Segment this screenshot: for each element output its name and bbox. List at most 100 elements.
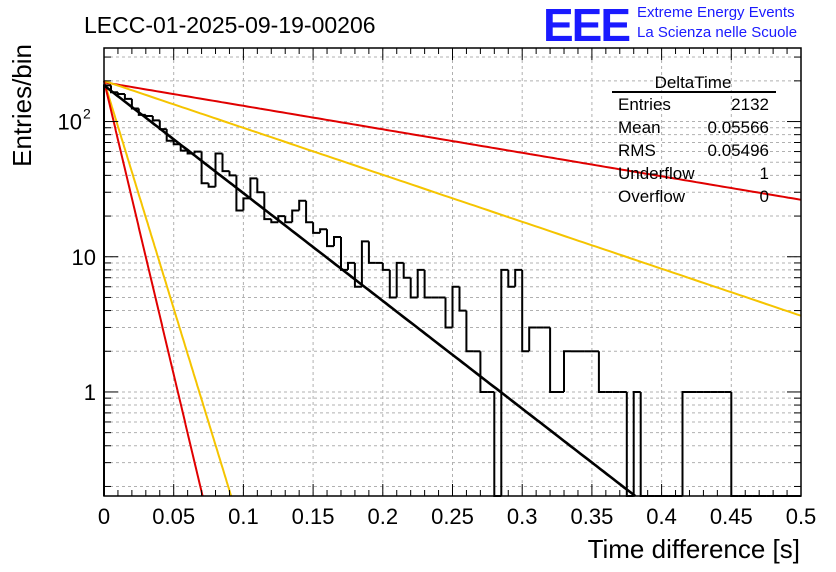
histogram-bin <box>179 144 188 152</box>
histogram-bin <box>130 98 139 110</box>
histogram-bin <box>144 114 153 117</box>
stats-box-title: DeltaTime <box>655 73 732 92</box>
x-tick-label: 0.4 <box>646 504 677 529</box>
histogram-bin <box>277 215 286 223</box>
histogram-bin <box>479 351 488 393</box>
histogram-bin <box>451 285 460 328</box>
histogram-bin <box>214 152 223 187</box>
eee-logo: EEE <box>543 0 631 51</box>
x-tick-label: 0.45 <box>710 504 753 529</box>
histogram-bin <box>110 85 118 94</box>
histogram-bin <box>200 151 209 185</box>
histogram-bin <box>207 183 216 188</box>
x-tick-label: 0.05 <box>152 504 195 529</box>
x-tick-label: 0 <box>98 504 110 529</box>
histogram-bin <box>319 228 327 233</box>
histogram-bin <box>563 350 571 392</box>
histogram-bin <box>221 153 230 173</box>
histogram-bin <box>172 140 181 146</box>
stats-label: RMS <box>618 141 656 160</box>
stats-label: Entries <box>618 95 671 114</box>
axes: 0 0.05 0.1 0.15 0.2 0.25 0.3 0.35 0.4 0.45 0.51101… <box>58 47 817 529</box>
histogram-bin <box>514 268 523 287</box>
histogram-bin <box>381 262 390 271</box>
histogram-bin <box>367 241 376 264</box>
histogram-bin <box>284 216 293 224</box>
histogram-bin <box>326 229 334 248</box>
reference-curves <box>103 79 802 497</box>
x-tick-label: 0.5 <box>786 504 817 529</box>
red-reference-curve <box>103 80 204 497</box>
histogram-bin <box>521 269 530 353</box>
logo-line-2: La Scienza nelle Scuole <box>637 24 798 41</box>
x-tick-label: 0.2 <box>368 504 399 529</box>
logo-line-1: Extreme Energy Events <box>637 4 795 21</box>
y-tick-label: 10 <box>58 110 82 135</box>
histogram-bin <box>493 392 502 497</box>
histogram-bin <box>165 129 174 142</box>
stats-label: Mean <box>618 118 661 137</box>
histogram-bin <box>444 297 453 329</box>
histogram-bin <box>116 92 125 95</box>
histogram-bin <box>270 219 279 224</box>
histogram-bin <box>507 269 516 288</box>
histogram-bin <box>151 116 160 122</box>
histogram-bin <box>730 392 739 497</box>
stats-value: 0 <box>760 187 769 206</box>
x-tick-label: 0.1 <box>228 504 259 529</box>
histogram-bin <box>340 237 348 271</box>
x-axis-label: Time difference [s] <box>588 534 800 564</box>
x-tick-label: 0.3 <box>507 504 538 529</box>
histogram-bin <box>402 262 411 279</box>
histogram-bin <box>333 236 341 247</box>
histogram-bin <box>228 171 237 177</box>
x-tick-label: 0.15 <box>292 504 335 529</box>
histogram-bin <box>193 150 202 154</box>
histogram-bin <box>291 209 300 223</box>
histogram-bin <box>312 222 321 234</box>
histogram-bin <box>298 199 307 211</box>
histogram-bin <box>235 175 244 212</box>
yellow-reference-curve <box>103 79 802 317</box>
histogram-bin <box>632 391 641 496</box>
y-tick-label: 10 <box>72 245 96 270</box>
histogram-bin <box>305 200 314 224</box>
stats-box: DeltaTime Entries 2132 Mean 0.05566 RMS 0.0549… <box>612 73 776 206</box>
histogram-bin <box>549 327 557 393</box>
x-tick-label: 0.35 <box>570 504 613 529</box>
histogram-bin <box>458 286 467 312</box>
x-tick-label: 0.25 <box>431 504 474 529</box>
histogram-bin <box>256 178 265 194</box>
histogram-bin <box>249 177 258 199</box>
stats-value: 0.05566 <box>708 118 769 137</box>
histogram-bin <box>409 277 418 299</box>
chart-title: LECC-01-2025-09-19-00206 <box>84 12 376 38</box>
histogram-bin <box>158 120 167 131</box>
histogram-bin <box>625 392 634 497</box>
histogram-bin <box>639 392 648 497</box>
stats-value: 1 <box>760 164 769 183</box>
stats-label: Overflow <box>618 187 686 206</box>
histogram-bin <box>423 269 432 299</box>
stats-value: 2132 <box>731 95 769 114</box>
histogram-bin <box>597 351 606 393</box>
fit-curve <box>103 84 637 497</box>
histogram-bin <box>528 326 537 352</box>
histogram-bin <box>360 240 369 287</box>
yellow-reference-curve <box>103 80 233 497</box>
y-tick-label-exponent: 2 <box>83 106 91 122</box>
histogram-bin <box>137 108 146 116</box>
stats-value: 0.05496 <box>708 141 769 160</box>
histogram-bin <box>416 268 425 298</box>
histogram-bin <box>395 261 404 298</box>
histogram-bin <box>353 262 362 288</box>
histogram-bin <box>123 94 132 100</box>
stats-label: Underflow <box>618 164 695 183</box>
histogram-bin <box>263 192 272 221</box>
red-reference-curve <box>103 81 802 201</box>
y-tick-label: 1 <box>84 380 96 405</box>
histogram-bin <box>242 197 251 211</box>
histogram-bin <box>103 84 111 496</box>
histogram-bin <box>347 261 355 270</box>
